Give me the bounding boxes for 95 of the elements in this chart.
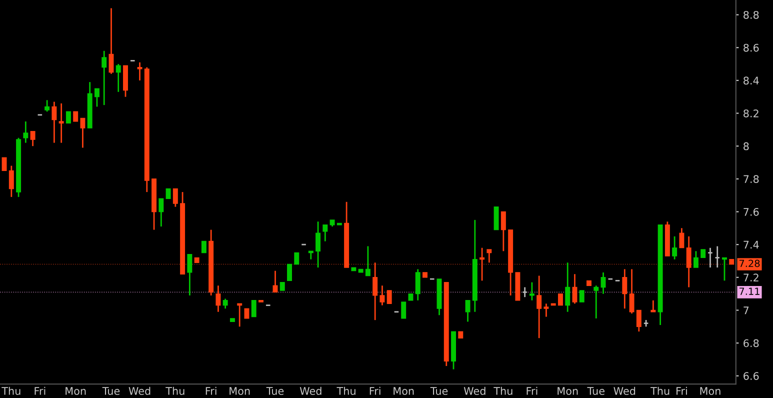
- y-tick-label: 8: [744, 142, 749, 150]
- y-tick-label: 6.6: [744, 372, 759, 380]
- candlestick: [116, 63, 121, 93]
- candlestick: [2, 156, 7, 172]
- candlestick: [565, 262, 570, 313]
- candlestick: [158, 198, 164, 228]
- candlestick: [522, 286, 528, 298]
- x-tick-label: Wed: [464, 386, 486, 395]
- y-tick-label: 8.8: [744, 11, 759, 19]
- candlestick: [494, 206, 499, 230]
- x-tick-label: Tue: [102, 387, 120, 395]
- y-tick-label: 6.8: [744, 339, 759, 348]
- candlestick: [172, 188, 178, 208]
- candlestick: [222, 298, 228, 310]
- candlestick: [316, 220, 321, 268]
- candlestick: [272, 270, 278, 293]
- y-tick-label: 7.2: [744, 274, 758, 282]
- ref-line-label: 7.11: [739, 288, 760, 295]
- x-tick-label: Mon: [66, 387, 86, 395]
- candlestick: [380, 284, 385, 306]
- x-tick-label: Thu: [166, 386, 184, 395]
- x-tick-label: Fri: [676, 386, 687, 395]
- candlestick: [386, 290, 392, 304]
- x-tick-label: Wed: [128, 386, 150, 395]
- candlestick: [401, 301, 406, 320]
- x-tick-label: Fri: [206, 386, 216, 395]
- x-tick-label: Thu: [336, 386, 356, 395]
- candlestick: [102, 50, 107, 106]
- x-tick-label: Tue: [266, 387, 284, 395]
- candlestick: [322, 224, 328, 242]
- y-tick-label: 7.6: [744, 208, 759, 216]
- y-tick-label: 7.4: [744, 240, 759, 249]
- candlestick: [679, 227, 684, 249]
- x-tick-label: Thu: [494, 386, 512, 395]
- candlestick: [372, 262, 378, 321]
- x-tick-label: Fri: [370, 386, 380, 395]
- candlestick: [137, 62, 142, 82]
- candlestick: [187, 254, 192, 296]
- x-tick-label: Mon: [230, 387, 250, 395]
- candlestick: [415, 268, 420, 302]
- candlestick: [500, 211, 506, 252]
- candlestick: [693, 250, 698, 268]
- candlestick: [216, 284, 221, 313]
- ref-line-label: 7.28: [739, 260, 760, 268]
- y-tick-label: 7: [744, 306, 749, 314]
- candlestick: [294, 252, 300, 265]
- x-tick-label: Tue: [430, 387, 448, 395]
- candlestick: [636, 310, 642, 332]
- candlestick: [244, 308, 250, 320]
- candlestick: [707, 247, 714, 268]
- candlestick: [8, 165, 14, 198]
- candlestick: [94, 88, 100, 108]
- y-tick-label: 7.8: [744, 175, 759, 184]
- x-tick-label: Fri: [526, 386, 538, 395]
- candlestick: [251, 300, 256, 318]
- candlestick: [52, 101, 57, 144]
- candlestick: [80, 117, 86, 148]
- candlestick: [287, 264, 292, 282]
- candlestick: [166, 188, 171, 199]
- candlestick: [30, 130, 36, 147]
- candlestick: [714, 246, 720, 268]
- y-tick-label: 8.4: [744, 76, 759, 85]
- x-tick-label: Fri: [34, 386, 46, 395]
- x-tick-label: Mon: [700, 387, 720, 395]
- x-tick-label: Mon: [558, 387, 578, 395]
- candlestick: [44, 99, 50, 112]
- candlestick: [558, 293, 563, 306]
- candlestick: [201, 240, 206, 254]
- candlestick: [594, 284, 599, 320]
- candlestick: [600, 272, 606, 294]
- candlestick: [66, 111, 71, 124]
- candlestick: [465, 300, 470, 322]
- x-tick-label: Thu: [2, 386, 20, 395]
- candlestick: [73, 111, 78, 122]
- candlestick: [486, 248, 492, 264]
- candlestick: [58, 102, 64, 144]
- candlestick: [529, 282, 534, 302]
- y-tick-label: 8.2: [744, 109, 758, 118]
- candlestick: [23, 120, 28, 144]
- candlestick: [629, 268, 634, 314]
- x-tick-label: Tue: [587, 387, 604, 395]
- candlestick: [365, 246, 370, 276]
- candlestick: [672, 236, 678, 260]
- candlestick: [572, 273, 578, 304]
- x-tick-label: Mon: [394, 387, 414, 395]
- candlestick: [622, 268, 628, 310]
- x-tick-label: Thu: [650, 386, 670, 395]
- candlestick: [544, 302, 549, 318]
- x-tick-label: Wed: [614, 386, 636, 395]
- candlestick: [686, 236, 692, 288]
- candlestick: [108, 8, 114, 75]
- y-tick-label: 8.6: [744, 44, 759, 52]
- x-tick-label: Wed: [300, 386, 322, 395]
- candlestick: [579, 290, 584, 302]
- candlestick: [536, 275, 542, 339]
